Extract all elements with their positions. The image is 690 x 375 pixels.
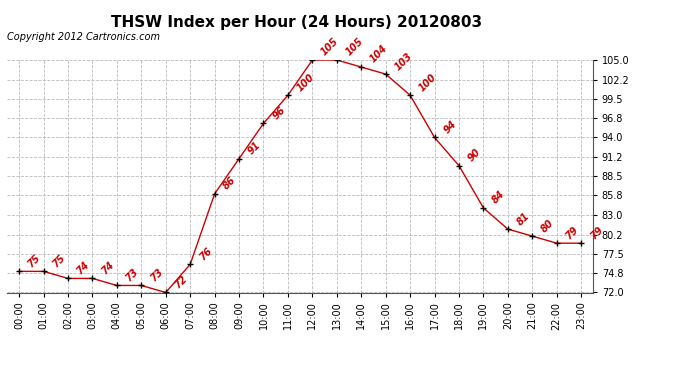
Text: THSW  (°F): THSW (°F) bbox=[513, 39, 573, 49]
Text: 100: 100 bbox=[417, 72, 438, 93]
Text: 86: 86 bbox=[221, 175, 238, 192]
Text: 79: 79 bbox=[564, 224, 580, 241]
Text: 105: 105 bbox=[319, 36, 341, 58]
Text: 79: 79 bbox=[588, 224, 604, 241]
Text: THSW Index per Hour (24 Hours) 20120803: THSW Index per Hour (24 Hours) 20120803 bbox=[111, 15, 482, 30]
Text: 103: 103 bbox=[393, 51, 414, 72]
Text: 90: 90 bbox=[466, 147, 482, 164]
Text: 94: 94 bbox=[442, 119, 458, 135]
Text: 73: 73 bbox=[148, 267, 165, 283]
Text: 75: 75 bbox=[50, 253, 67, 269]
Text: 80: 80 bbox=[540, 217, 556, 234]
Text: 91: 91 bbox=[246, 140, 263, 156]
Text: 84: 84 bbox=[491, 189, 507, 206]
Text: 75: 75 bbox=[26, 253, 43, 269]
Text: 73: 73 bbox=[124, 267, 141, 283]
Text: 104: 104 bbox=[368, 44, 390, 65]
Text: 96: 96 bbox=[270, 105, 287, 121]
Text: 76: 76 bbox=[197, 246, 214, 262]
Text: 74: 74 bbox=[99, 260, 116, 276]
Text: 74: 74 bbox=[75, 260, 92, 276]
Text: Copyright 2012 Cartronics.com: Copyright 2012 Cartronics.com bbox=[7, 32, 160, 42]
Text: 72: 72 bbox=[172, 274, 189, 290]
Text: 81: 81 bbox=[515, 210, 531, 227]
Text: 105: 105 bbox=[344, 36, 365, 58]
Text: 100: 100 bbox=[295, 72, 316, 93]
